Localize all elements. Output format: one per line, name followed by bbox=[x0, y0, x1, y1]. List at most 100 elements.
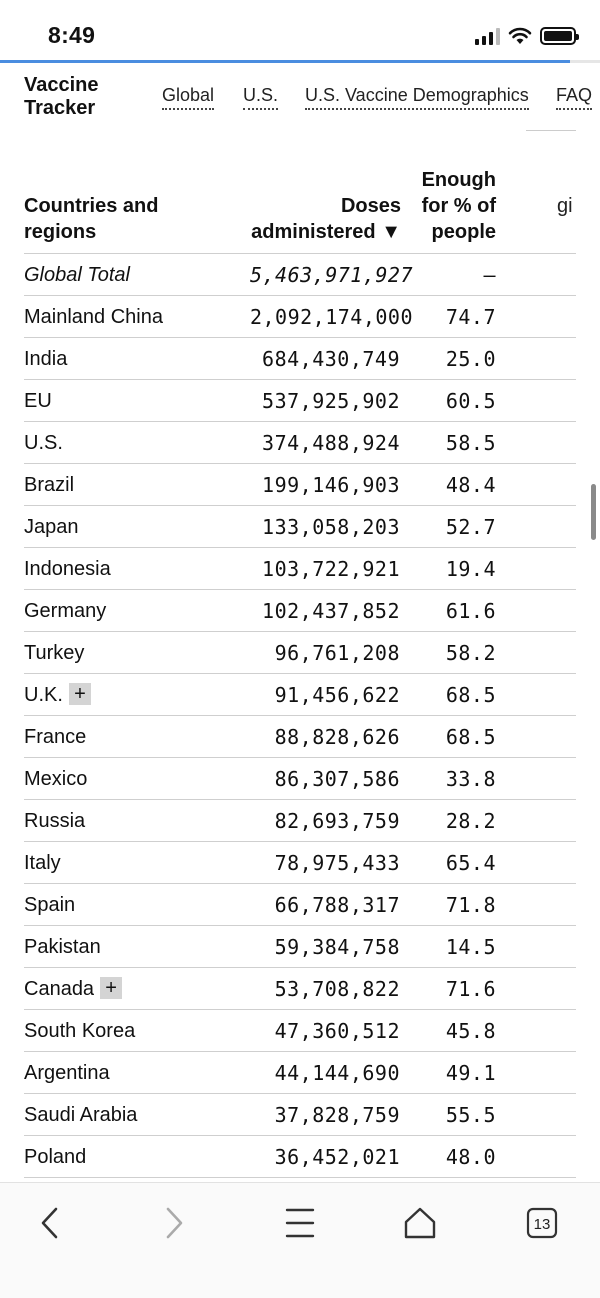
doses-administered: 37,828,759 bbox=[274, 1103, 400, 1127]
country-name-text: Russia bbox=[24, 810, 86, 832]
tabs-icon: 13 bbox=[526, 1207, 558, 1239]
column-header-given[interactable]: gi bbox=[557, 195, 573, 217]
back-icon bbox=[41, 1207, 58, 1239]
cellular-signal-icon bbox=[475, 27, 500, 45]
vaccine-table: Countries and regions Doses administered… bbox=[24, 130, 576, 1178]
scrollbar[interactable] bbox=[591, 484, 596, 540]
table-row: Mainland China 2,092,174,000 74.7 bbox=[24, 296, 576, 338]
country-name: Argentina bbox=[24, 1052, 110, 1094]
forward-button[interactable] bbox=[144, 1199, 204, 1247]
country-name: Brazil bbox=[24, 464, 74, 506]
country-name: U.S. bbox=[24, 422, 63, 464]
doses-administered: 82,693,759 bbox=[274, 809, 400, 833]
table-row: India 684,430,749 25.0 bbox=[24, 338, 576, 380]
table-row: Mexico 86,307,586 33.8 bbox=[24, 758, 576, 800]
country-name-text: Canada bbox=[24, 978, 95, 1000]
enough-for-percent: 25.0 bbox=[445, 347, 496, 371]
doses-administered: 59,384,758 bbox=[274, 935, 400, 959]
nav-us[interactable]: U.S. bbox=[243, 85, 279, 110]
country-name: Pakistan bbox=[24, 926, 101, 968]
enough-for-percent: 58.5 bbox=[445, 431, 496, 455]
table-row: Spain 66,788,317 71.8 bbox=[24, 884, 576, 926]
country-name-text: South Korea bbox=[24, 1020, 136, 1042]
country-name-text: U.S. bbox=[24, 432, 63, 454]
nav-global[interactable]: Global bbox=[162, 85, 215, 110]
column-header-country[interactable]: Countries and regions bbox=[24, 195, 159, 243]
country-name: Spain bbox=[24, 884, 75, 926]
table-row: Japan 133,058,203 52.7 bbox=[24, 506, 576, 548]
enough-for-percent: 45.8 bbox=[445, 1019, 496, 1043]
country-name: Turkey bbox=[24, 632, 84, 674]
doses-administered: 78,975,433 bbox=[274, 851, 400, 875]
enough-for-percent: 28.2 bbox=[445, 809, 496, 833]
tracker-header: Vaccine Tracker Global U.S. U.S. Vaccine… bbox=[0, 63, 600, 131]
country-name-text: Pakistan bbox=[24, 936, 101, 958]
back-button[interactable] bbox=[20, 1199, 80, 1247]
country-name-text: Saudi Arabia bbox=[24, 1104, 138, 1126]
table-row: EU 537,925,902 60.5 bbox=[24, 380, 576, 422]
enough-for-percent: 71.6 bbox=[445, 977, 496, 1001]
expand-plus-icon[interactable]: + bbox=[68, 683, 91, 706]
page-title[interactable]: Vaccine Tracker bbox=[24, 74, 99, 119]
column-header-enough[interactable]: Enough for % of people bbox=[421, 169, 496, 243]
nav-us-vaccine-demographics[interactable]: U.S. Vaccine Demographics bbox=[305, 85, 529, 110]
doses-administered: 86,307,586 bbox=[274, 767, 400, 791]
table-body: Global Total 5,463,971,927 – Mainland China… bbox=[24, 254, 576, 1178]
doses-administered: 96,761,208 bbox=[274, 641, 400, 665]
doses-administered: 36,452,021 bbox=[274, 1145, 400, 1169]
tabs-count: 13 bbox=[534, 1216, 551, 1233]
home-icon bbox=[404, 1207, 436, 1239]
country-name-text: Argentina bbox=[24, 1062, 110, 1084]
doses-administered: 88,828,626 bbox=[274, 725, 400, 749]
country-name: Indonesia bbox=[24, 548, 111, 590]
enough-for-percent: 14.5 bbox=[445, 935, 496, 959]
tabs-button[interactable]: 13 bbox=[512, 1199, 572, 1247]
enough-for-percent: 68.5 bbox=[445, 683, 496, 707]
country-name-text: Mainland China bbox=[24, 306, 163, 328]
doses-administered: 199,146,903 bbox=[262, 473, 400, 497]
country-name: Japan bbox=[24, 506, 79, 548]
battery-icon bbox=[540, 27, 579, 45]
table-row: South Korea 47,360,512 45.8 bbox=[24, 1010, 576, 1052]
enough-for-percent: 49.1 bbox=[445, 1061, 496, 1085]
doses-administered: 684,430,749 bbox=[262, 347, 400, 371]
table-row: Indonesia 103,722,921 19.4 bbox=[24, 548, 576, 590]
country-name: Russia bbox=[24, 800, 85, 842]
country-name-text: Global Total bbox=[24, 264, 130, 286]
country-name: Mexico bbox=[24, 758, 87, 800]
table-row: Italy 78,975,433 65.4 bbox=[24, 842, 576, 884]
doses-administered: 5,463,971,927 bbox=[249, 263, 413, 287]
home-button[interactable] bbox=[390, 1199, 450, 1247]
table-row: Germany 102,437,852 61.6 bbox=[24, 590, 576, 632]
forward-icon bbox=[166, 1207, 183, 1239]
country-name-text: Germany bbox=[24, 600, 107, 622]
doses-administered: 66,788,317 bbox=[274, 893, 400, 917]
enough-for-percent: 52.7 bbox=[445, 515, 496, 539]
browser-toolbar: 13 bbox=[0, 1182, 600, 1298]
doses-administered: 91,456,622 bbox=[274, 683, 400, 707]
table-header: Countries and regions Doses administered… bbox=[24, 130, 576, 254]
doses-administered: 133,058,203 bbox=[262, 515, 400, 539]
expand-plus-icon[interactable]: + bbox=[100, 977, 123, 1000]
page-load-progress bbox=[0, 60, 600, 63]
table-row: Turkey 96,761,208 58.2 bbox=[24, 632, 576, 674]
enough-for-percent: 48.4 bbox=[445, 473, 496, 497]
table-row: Argentina 44,144,690 49.1 bbox=[24, 1052, 576, 1094]
enough-for-percent: 60.5 bbox=[445, 389, 496, 413]
country-name: U.K. + bbox=[24, 674, 91, 716]
nav-faq[interactable]: FAQ bbox=[556, 85, 593, 110]
enough-for-percent: 61.6 bbox=[445, 599, 496, 623]
table-row: Poland 36,452,021 48.0 bbox=[24, 1136, 576, 1178]
table-row: Russia 82,693,759 28.2 bbox=[24, 800, 576, 842]
table-row: U.K. + 91,456,622 68.5 bbox=[24, 674, 576, 716]
country-name: Italy bbox=[24, 842, 61, 884]
column-header-doses[interactable]: Doses administered ▼ bbox=[251, 195, 401, 243]
country-name: Germany bbox=[24, 590, 106, 632]
table-row: Pakistan 59,384,758 14.5 bbox=[24, 926, 576, 968]
menu-button[interactable] bbox=[270, 1199, 330, 1247]
doses-administered: 537,925,902 bbox=[262, 389, 400, 413]
table-row: U.S. 374,488,924 58.5 bbox=[24, 422, 576, 464]
enough-for-percent: 33.8 bbox=[445, 767, 496, 791]
country-name-text: Japan bbox=[24, 516, 79, 538]
enough-for-percent: 58.2 bbox=[445, 641, 496, 665]
